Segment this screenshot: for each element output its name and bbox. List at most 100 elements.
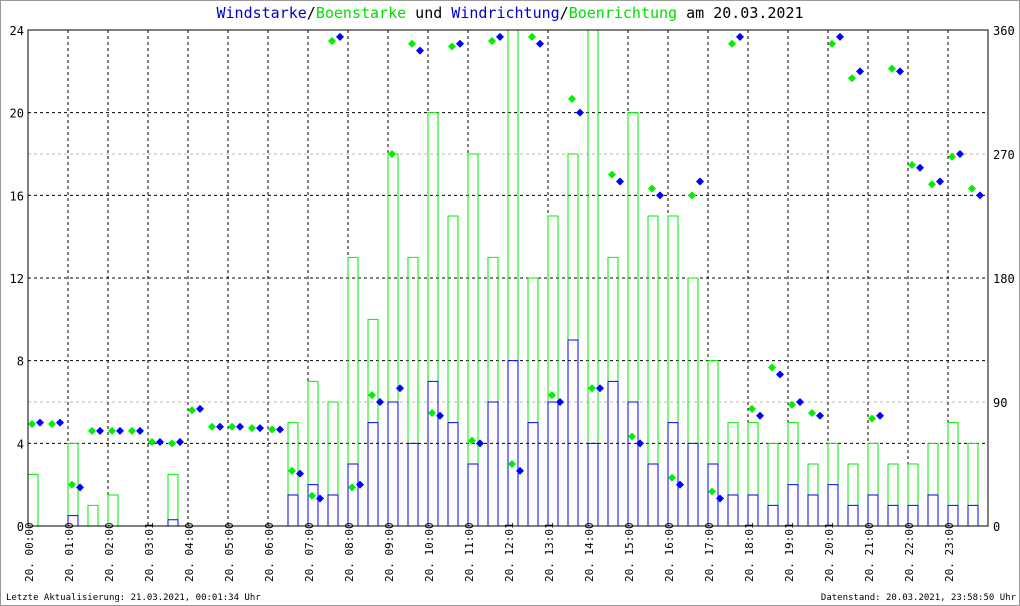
- title-windrichtung: Windrichtung: [451, 4, 560, 22]
- point-windrichtung: [356, 480, 364, 489]
- point-windrichtung: [916, 163, 924, 172]
- point-boenrichtung: [648, 184, 656, 193]
- point-boenrichtung: [688, 191, 696, 200]
- title-sep: /: [306, 4, 316, 22]
- y-left-tick-label: 8: [17, 355, 24, 369]
- point-windrichtung: [96, 426, 104, 435]
- x-tick-label: 20. 10:00: [423, 522, 436, 582]
- point-windrichtung: [736, 32, 744, 41]
- point-windrichtung: [756, 411, 764, 420]
- point-boenrichtung: [148, 437, 156, 446]
- series-windstarke-line: [28, 339, 979, 527]
- point-boenrichtung: [888, 64, 896, 73]
- y-left-tick-label: 24: [10, 24, 24, 38]
- x-tick-label: 20. 13:01: [543, 522, 556, 582]
- point-windrichtung: [816, 411, 824, 420]
- point-windrichtung: [336, 32, 344, 41]
- point-windrichtung: [536, 39, 544, 48]
- point-windrichtung: [216, 422, 224, 431]
- last-update: Letzte Aktualisierung: 21.03.2021, 00:01…: [6, 593, 261, 603]
- point-boenrichtung: [288, 466, 296, 475]
- point-windrichtung: [316, 494, 324, 503]
- point-windrichtung: [116, 426, 124, 435]
- title-date: am 20.03.2021: [677, 4, 804, 22]
- point-boenrichtung: [348, 483, 356, 492]
- point-boenrichtung: [488, 37, 496, 46]
- point-windrichtung: [556, 398, 564, 406]
- point-windrichtung: [676, 480, 684, 489]
- point-windrichtung: [856, 67, 864, 76]
- point-windrichtung: [76, 483, 84, 492]
- point-windrichtung: [976, 191, 984, 200]
- point-windrichtung: [896, 67, 904, 76]
- point-boenrichtung: [168, 439, 176, 448]
- point-boenrichtung: [208, 422, 216, 431]
- point-boenrichtung: [628, 432, 636, 441]
- point-windrichtung: [136, 426, 144, 435]
- point-windrichtung: [876, 411, 884, 420]
- point-windrichtung: [496, 32, 504, 41]
- point-windrichtung: [276, 425, 284, 434]
- point-boenrichtung: [948, 152, 956, 161]
- point-windrichtung: [596, 384, 604, 393]
- point-boenrichtung: [568, 94, 576, 103]
- point-boenrichtung: [768, 363, 776, 372]
- point-windrichtung: [456, 39, 464, 48]
- point-boenrichtung: [808, 409, 816, 418]
- x-tick-label: 20. 09:00: [383, 522, 396, 582]
- x-tick-label: 20. 21:00: [863, 522, 876, 582]
- point-boenrichtung: [68, 480, 76, 489]
- x-tick-label: 20. 08:00: [343, 522, 356, 582]
- point-boenrichtung: [48, 420, 56, 429]
- data-status: Datenstand: 20.03.2021, 23:58:50 Uhr: [820, 593, 1016, 603]
- y-right-tick-label: 90: [993, 396, 1007, 410]
- point-boenrichtung: [968, 184, 976, 193]
- point-boenrichtung: [548, 391, 556, 400]
- point-boenrichtung: [248, 424, 256, 433]
- point-windrichtung: [636, 439, 644, 448]
- point-windrichtung: [416, 46, 424, 55]
- title-boenrichtung: Boenrichtung: [568, 4, 678, 22]
- point-boenrichtung: [128, 426, 136, 435]
- point-windrichtung: [196, 404, 204, 413]
- point-boenrichtung: [528, 32, 536, 41]
- x-tick-label: 20. 15:00: [623, 522, 636, 582]
- point-boenrichtung: [848, 74, 856, 83]
- point-windrichtung: [836, 32, 844, 41]
- point-boenrichtung: [928, 180, 936, 189]
- point-boenrichtung: [588, 384, 596, 393]
- plot-border: [27, 29, 989, 527]
- point-boenrichtung: [608, 170, 616, 179]
- point-windrichtung: [776, 370, 784, 379]
- y-left-tick-label: 16: [10, 189, 24, 203]
- point-boenrichtung: [908, 161, 916, 170]
- point-windrichtung: [796, 398, 804, 406]
- point-boenrichtung: [308, 491, 316, 500]
- x-tick-label: 20. 11:00: [463, 522, 476, 582]
- point-windrichtung: [616, 177, 624, 186]
- x-tick-label: 20. 04:00: [183, 522, 196, 582]
- point-windrichtung: [516, 466, 524, 475]
- point-boenrichtung: [428, 409, 436, 418]
- x-tick-label: 20. 00:00: [23, 522, 36, 582]
- point-boenrichtung: [268, 425, 276, 434]
- point-boenrichtung: [188, 406, 196, 415]
- x-tick-label: 20. 01:00: [63, 522, 76, 582]
- point-boenrichtung: [468, 436, 476, 445]
- x-tick-label: 20. 16:00: [663, 522, 676, 582]
- chart-title: Windstarke/Boenstarke und Windrichtung/B…: [0, 4, 1020, 22]
- title-boenstarke: Boenstarke: [315, 4, 407, 22]
- point-boenrichtung: [228, 422, 236, 431]
- point-windrichtung: [936, 177, 944, 186]
- point-boenrichtung: [448, 42, 456, 51]
- y-left-tick-label: 12: [10, 272, 24, 286]
- point-boenrichtung: [28, 420, 36, 429]
- point-boenrichtung: [748, 404, 756, 413]
- y-right-tick-label: 180: [993, 272, 1015, 286]
- point-windrichtung: [956, 150, 964, 158]
- point-windrichtung: [56, 418, 64, 427]
- x-tick-label: 20. 17:00: [703, 522, 716, 582]
- x-tick-label: 20. 07:00: [303, 522, 316, 582]
- x-tick-label: 20. 12:01: [503, 522, 516, 582]
